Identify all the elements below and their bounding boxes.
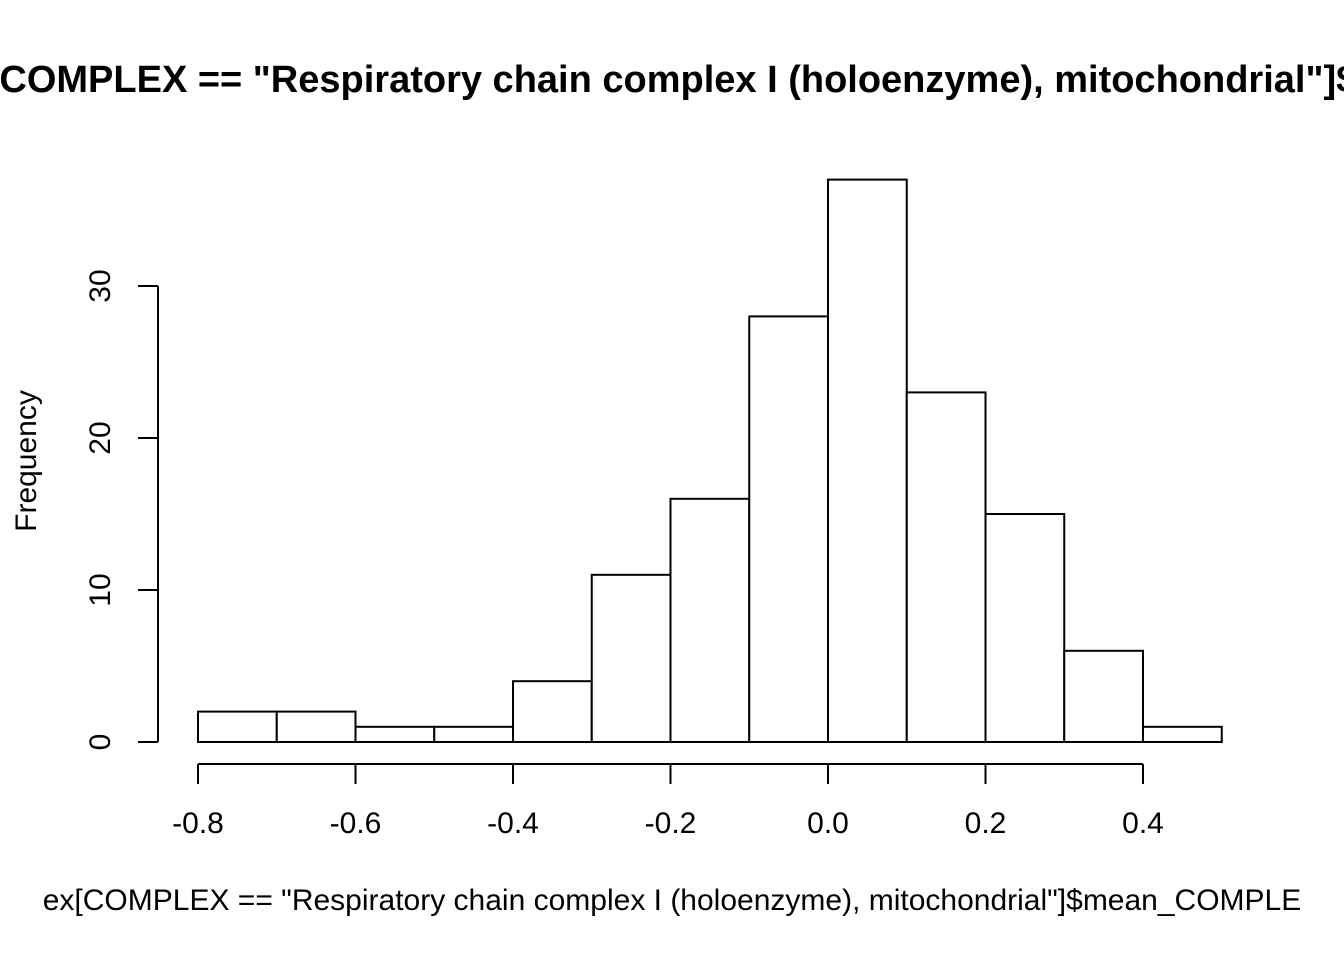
y-axis: 0 10 20 30	[84, 269, 159, 751]
x-tick-label: 0.0	[807, 807, 849, 840]
y-tick-label: 10	[84, 573, 117, 606]
x-tick-label: 0.2	[965, 807, 1007, 840]
x-tick-label: 0.4	[1122, 807, 1164, 840]
y-axis-label: Frequency	[10, 390, 43, 532]
histogram-bar	[590, 573, 672, 743]
histogram-bar	[433, 725, 514, 743]
histogram-bar	[905, 391, 987, 743]
x-tick-label: -0.6	[330, 807, 382, 840]
chart-title: [COMPLEX == "Respiratory chain complex I…	[0, 59, 1344, 101]
y-tick-label: 20	[84, 421, 117, 454]
histogram-bar	[512, 680, 593, 744]
x-tick-label: -0.2	[645, 807, 697, 840]
histogram-bar	[669, 497, 751, 743]
histogram-bar	[827, 178, 908, 744]
y-tick-label: 30	[84, 269, 117, 302]
histogram-bar	[748, 315, 829, 743]
histogram-bar	[1063, 649, 1144, 743]
histogram-bar	[197, 710, 278, 743]
histogram-bars	[197, 178, 1223, 744]
x-tick-label: -0.4	[487, 807, 539, 840]
histogram-bar	[984, 513, 1066, 743]
x-axis: -0.8 -0.6 -0.4 -0.2 0.0 0.2 0.4	[172, 763, 1164, 840]
x-axis-label: ex[COMPLEX == "Respiratory chain complex…	[43, 884, 1302, 917]
histogram-bar	[275, 710, 357, 743]
y-tick-label: 0	[84, 734, 117, 751]
x-tick-label: -0.8	[172, 807, 224, 840]
histogram-bar	[1142, 725, 1223, 743]
histogram-bar	[354, 725, 436, 743]
